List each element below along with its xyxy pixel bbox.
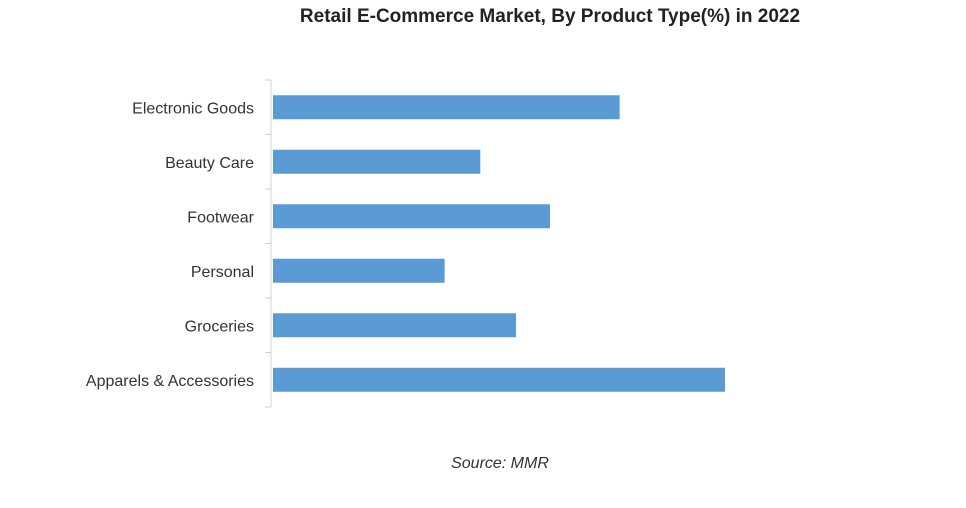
chart-title: Retail E-Commerce Market, By Product Typ… [299,6,801,27]
category-label: Footwear [187,209,254,226]
bar-groceries [273,313,516,338]
category-label: Electronic Goods [132,100,254,117]
category-label: Personal [191,264,254,281]
chart-source: Source: MMR [451,455,549,472]
bar-electronic-goods [273,95,620,120]
bar-apparels-accessories [273,367,725,392]
category-label: Groceries [185,318,254,335]
bar-footwear [273,204,550,229]
bar-personal [273,258,445,283]
category-label: Beauty Care [165,155,254,172]
category-label: Apparels & Accessories [86,373,254,390]
bar-beauty-care [273,149,481,174]
